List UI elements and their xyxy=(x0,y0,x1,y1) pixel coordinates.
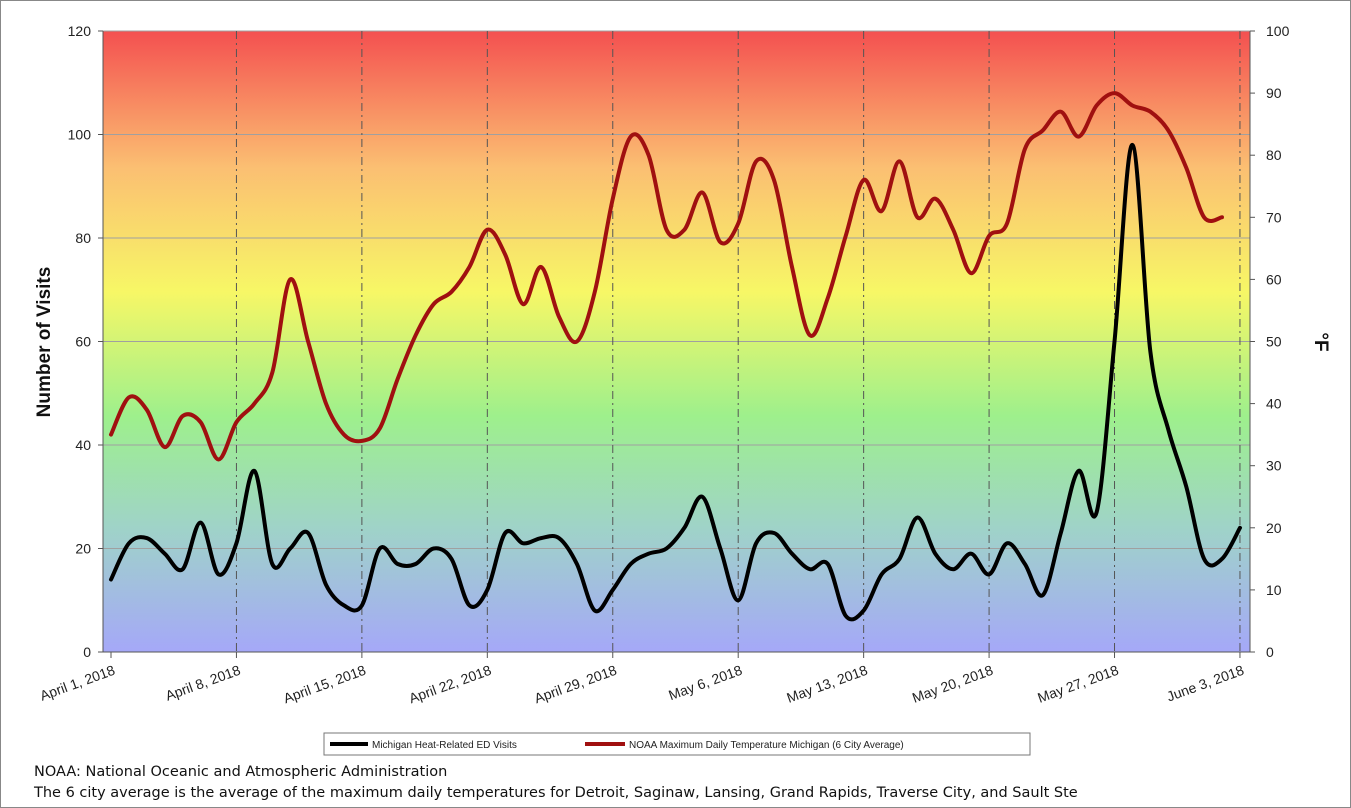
y-left-tick-label: 100 xyxy=(68,127,92,143)
legend: Michigan Heat-Related ED Visits NOAA Max… xyxy=(323,732,1031,756)
y-right-tick-label: 60 xyxy=(1266,271,1282,287)
y-right-tick-label: 40 xyxy=(1266,396,1282,412)
legend-label-ed-visits: Michigan Heat-Related ED Visits xyxy=(372,740,517,751)
y-right-tick-label: 80 xyxy=(1266,147,1282,163)
y-axis-right-label: °F xyxy=(1310,332,1331,351)
y-left-tick-label: 40 xyxy=(75,437,91,453)
y-right-tick-label: 10 xyxy=(1266,582,1282,598)
horizontal-gridlines xyxy=(103,30,1250,549)
series-line-ed-visits xyxy=(109,142,1242,622)
y-right-tick-label: 50 xyxy=(1266,334,1282,350)
right-y-ticks: 0 10 20 30 40 50 60 70 80 90 100 xyxy=(1250,23,1290,660)
y-left-tick-label: 0 xyxy=(83,644,91,660)
legend-box xyxy=(323,732,1031,756)
y-left-tick-label: 60 xyxy=(75,334,91,350)
vertical-gridlines xyxy=(235,31,1241,652)
left-y-ticks: 0 20 40 60 80 100 120 xyxy=(68,23,103,660)
y-left-tick-label: 120 xyxy=(68,23,92,39)
y-axis-left-label: Number of Visits xyxy=(34,267,55,418)
legend-label-temperature: NOAA Maximum Daily Temperature Michigan … xyxy=(629,740,904,751)
y-left-tick-label: 20 xyxy=(75,541,91,557)
y-right-tick-label: 20 xyxy=(1266,520,1282,536)
footnote-city-average: The 6 city average is the average of the… xyxy=(34,785,1078,801)
y-right-tick-label: 70 xyxy=(1266,209,1282,225)
footnote-noaa: NOAA: National Oceanic and Atmospheric A… xyxy=(34,764,448,780)
y-right-tick-label: 30 xyxy=(1266,458,1282,474)
series-line-temperature xyxy=(109,91,1224,462)
y-right-tick-label: 100 xyxy=(1266,23,1290,39)
y-left-tick-label: 80 xyxy=(75,230,91,246)
y-right-tick-label: 0 xyxy=(1266,644,1274,660)
y-right-tick-label: 90 xyxy=(1266,85,1282,101)
